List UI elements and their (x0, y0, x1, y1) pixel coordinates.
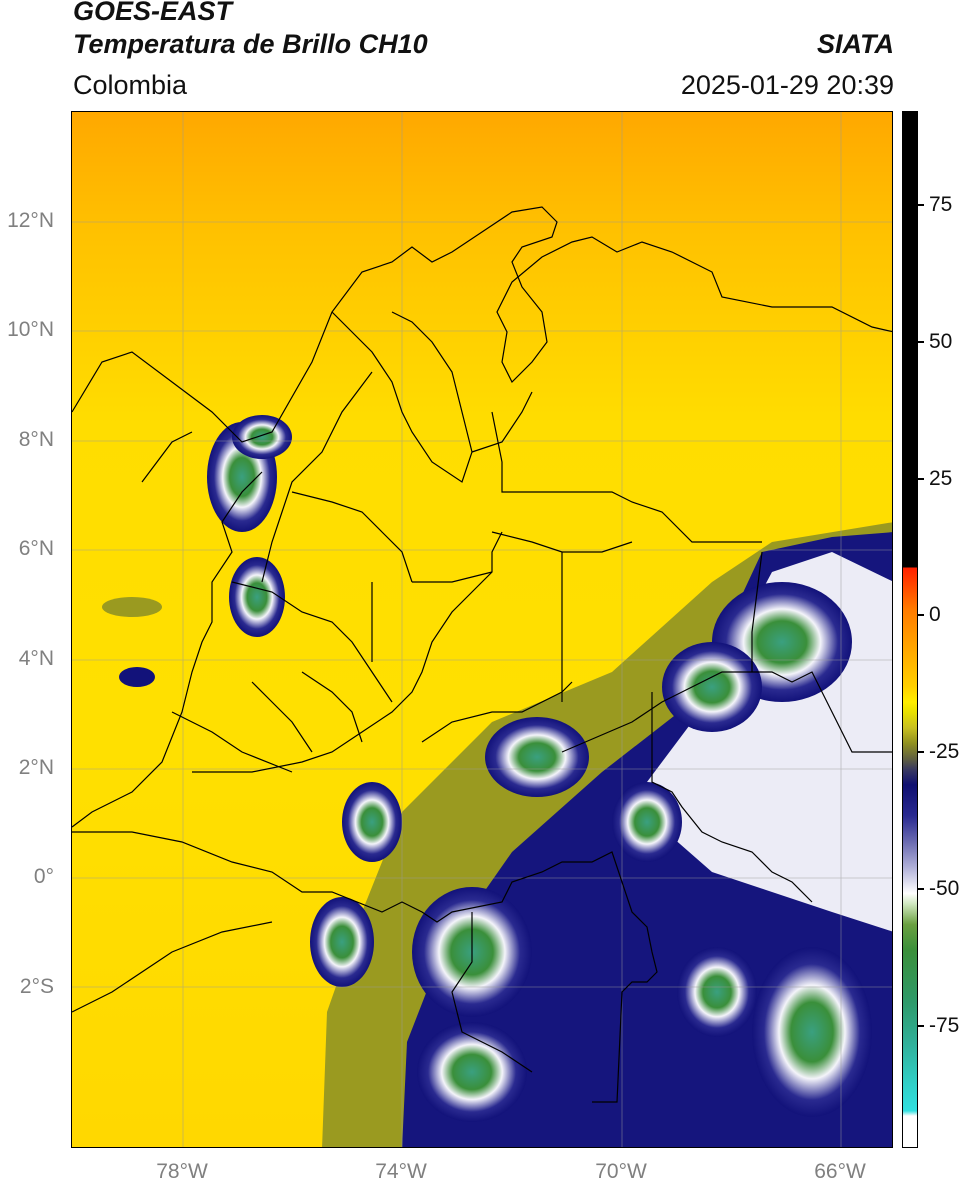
storm-cell (662, 642, 762, 732)
colorbar-label: -75 (929, 1014, 960, 1037)
colorbar (902, 111, 918, 1148)
colorbar-tick (918, 751, 924, 753)
storm-cell (342, 782, 402, 862)
map-canvas (72, 112, 892, 1147)
storm-cell (232, 415, 292, 459)
colorbar-label: -25 (929, 740, 960, 763)
storm-cell (417, 1022, 527, 1122)
colorbar-tick (918, 614, 924, 616)
storm-cell (102, 597, 162, 617)
lon-label: 70°W (595, 1160, 647, 1183)
colorbar-tick (918, 341, 924, 343)
storm-cell (485, 717, 589, 797)
lat-label: 4°N (18, 647, 54, 670)
lon-label: 78°W (156, 1160, 208, 1183)
title-product: Temperatura de Brillo CH10 (73, 29, 428, 59)
lat-label: 0° (33, 865, 54, 888)
country-borders (72, 206, 892, 1103)
colorbar-tick (918, 478, 924, 480)
colorbar-tick (918, 204, 924, 206)
storm-cell (752, 947, 872, 1117)
lon-label: 66°W (814, 1160, 866, 1183)
lon-label: 74°W (375, 1160, 427, 1183)
colorbar-tick (918, 888, 924, 890)
storm-cell (612, 782, 682, 862)
lat-label: 8°N (18, 428, 54, 451)
lat-label: 10°N (7, 318, 54, 341)
graticule (72, 112, 892, 1147)
region-label: Colombia (73, 70, 188, 100)
lat-label: 2°S (19, 975, 54, 998)
map-panel (71, 111, 893, 1148)
colorbar-label: 25 (929, 467, 953, 490)
storm-cell (677, 947, 757, 1037)
title-source: SIATA (817, 29, 894, 59)
lat-label: 2°N (18, 756, 54, 779)
colorbar-label: -50 (929, 877, 960, 900)
storm-cell (229, 557, 285, 637)
colorbar-label: 50 (929, 330, 953, 353)
lat-label: 12°N (7, 209, 54, 232)
colorbar-tick (918, 1025, 924, 1027)
colorbar-label: 75 (929, 193, 953, 216)
timestamp-label: 2025-01-29 20:39 (680, 70, 894, 100)
storm-cell (310, 897, 374, 987)
storm-cell (119, 667, 155, 687)
title-satellite: GOES-EAST (73, 0, 233, 26)
colorbar-label: 0 (929, 603, 941, 626)
lat-label: 6°N (18, 537, 54, 560)
